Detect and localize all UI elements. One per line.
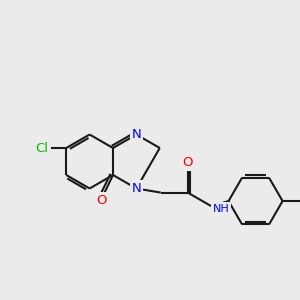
Text: O: O [182, 156, 193, 170]
Text: O: O [96, 194, 106, 207]
Text: Cl: Cl [36, 142, 49, 154]
Text: NH: NH [213, 204, 230, 214]
Text: N: N [131, 182, 141, 195]
Text: N: N [131, 128, 141, 141]
